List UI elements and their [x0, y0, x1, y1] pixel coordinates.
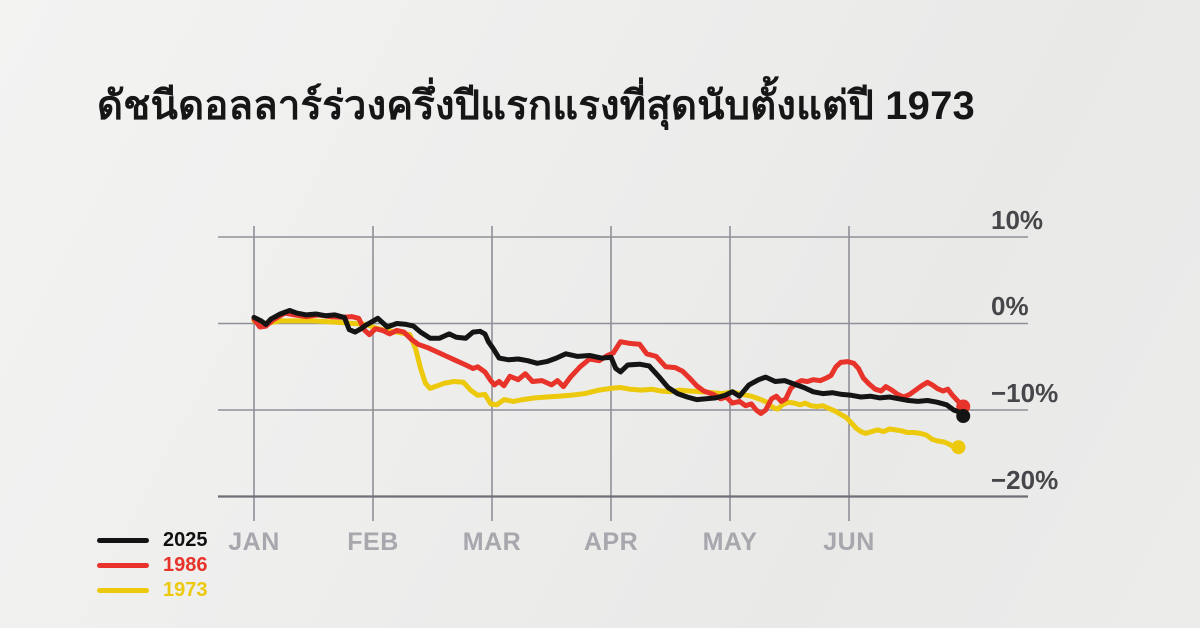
y-axis-tick-label-neg20: −20% [991, 465, 1059, 495]
x-axis-tick-label-jun: JUN [823, 528, 875, 556]
legend-swatch-1986 [97, 562, 149, 568]
legend-swatch-1973 [97, 587, 149, 593]
legend-label-1986: 1986 [163, 554, 208, 576]
series-line-2025 [251, 308, 966, 419]
legend-label-1973: 1973 [163, 579, 208, 601]
legend-label-2025: 2025 [163, 529, 208, 551]
series-end-dot-1973 [951, 440, 966, 455]
legend-row-1973: 1973 [97, 579, 208, 601]
y-axis-tick-label-neg10: −10% [991, 378, 1059, 408]
legend-swatch-2025 [97, 537, 149, 543]
series-end-dot-2025 [956, 409, 971, 424]
y-axis-tick-label-10: 10% [991, 205, 1044, 235]
y-axis-tick-label-0: 0% [991, 291, 1029, 321]
legend-row-1986: 1986 [97, 554, 208, 576]
legend: 2025 1986 1973 [97, 529, 208, 601]
legend-row-2025: 2025 [97, 529, 208, 551]
chart-title: ดัชนีดอลลาร์ร่วงครึ่งปีแรกแรงที่สุดนับตั… [97, 84, 976, 128]
x-axis-tick-label-mar: MAR [462, 528, 522, 556]
x-axis-tick-label-may: MAY [702, 528, 758, 556]
x-axis-tick-label-jan: JAN [228, 528, 280, 556]
x-axis-tick-label-apr: APR [583, 528, 639, 556]
series-line-1973 [251, 318, 961, 451]
x-axis-tick-label-feb: FEB [347, 528, 399, 556]
series-line-1986 [251, 310, 966, 416]
